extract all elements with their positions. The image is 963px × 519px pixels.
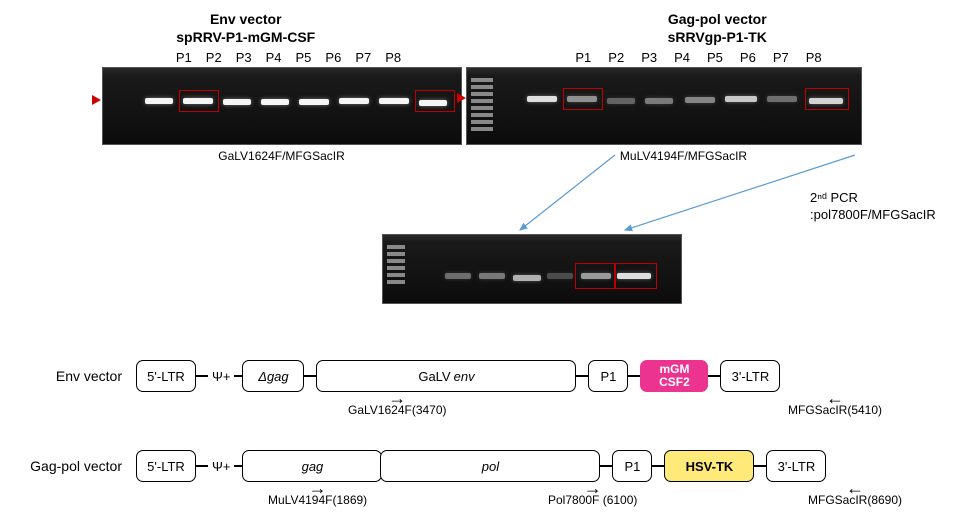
env-lane-labels: P1 P2 P3 P4 P5 P6 P7 P8 bbox=[92, 50, 452, 65]
gel-band bbox=[479, 273, 505, 279]
gel-band bbox=[725, 96, 757, 102]
env-vector-label: Env vector bbox=[8, 368, 128, 384]
seg-hsvtk: HSV-TK bbox=[664, 450, 754, 482]
seg-pol: pol bbox=[380, 450, 600, 482]
gel-band bbox=[767, 96, 797, 102]
gel-band bbox=[513, 275, 541, 281]
highlight-box bbox=[805, 88, 849, 110]
lane-label: P6 bbox=[740, 50, 756, 65]
gagpol-title-l1: Gag-pol vector bbox=[537, 10, 897, 28]
lane-label: P5 bbox=[707, 50, 723, 65]
lane-label: P2 bbox=[608, 50, 624, 65]
gel-band bbox=[339, 98, 369, 104]
lane-label: P8 bbox=[806, 50, 822, 65]
gp-primer-r: ← MFGSacIR(8690) bbox=[808, 484, 902, 507]
seg-3ltr-env: 3'-LTR bbox=[720, 360, 780, 392]
gel-band bbox=[547, 273, 573, 279]
lane-label: P3 bbox=[236, 50, 252, 65]
lane-label: P7 bbox=[773, 50, 789, 65]
lane-label: P1 bbox=[176, 50, 192, 65]
highlight-box bbox=[575, 263, 615, 289]
seg-p1-gp: P1 bbox=[612, 450, 652, 482]
gagpol-title-l2: sRRVgp-P1-TK bbox=[537, 28, 897, 46]
gel-band bbox=[645, 98, 673, 104]
gel-env-primer: GaLV1624F/MFGSacIR bbox=[102, 149, 462, 163]
gel-band bbox=[685, 97, 715, 103]
gel-band bbox=[223, 99, 251, 105]
lane-label: P4 bbox=[674, 50, 690, 65]
second-pcr-l2: :pol7800F/MFGSacIR bbox=[810, 207, 936, 224]
lane-label: P3 bbox=[641, 50, 657, 65]
second-pcr-label: 2ⁿᵈ PCR :pol7800F/MFGSacIR bbox=[810, 190, 936, 224]
gagpol-lane-labels: P1 P2 P3 P4 P5 P6 P7 P8 bbox=[476, 50, 872, 65]
seg-galvenv: GaLV env bbox=[316, 360, 576, 392]
gagpol-vector-track: 5'-LTR Ψ+ gag pol P1 HSV-TK 3'-LTR bbox=[136, 450, 826, 482]
red-triangle-gagpol bbox=[457, 93, 466, 103]
gel-band bbox=[299, 99, 329, 105]
env-primer-f: → GaLV1624F(3470) bbox=[348, 394, 447, 417]
highlight-box bbox=[415, 90, 455, 112]
seg-5ltr-gp: 5'-LTR bbox=[136, 450, 196, 482]
gp-primer-m: → Pol7800F (6100) bbox=[548, 484, 637, 507]
env-title-l2: spRRV-P1-mGM-CSF bbox=[66, 28, 426, 46]
seg-5ltr: 5'-LTR bbox=[136, 360, 196, 392]
gel-band bbox=[379, 98, 409, 104]
env-vector-track: 5'-LTR Ψ+ Δgag GaLV env P1 mGM CSF2 3'-L… bbox=[136, 360, 780, 392]
gp-primer-f: → MuLV4194F(1869) bbox=[268, 484, 367, 507]
gel-band bbox=[607, 98, 635, 104]
highlight-box bbox=[615, 263, 657, 289]
highlight-box bbox=[179, 90, 219, 112]
lane-label: P1 bbox=[575, 50, 591, 65]
seg-dgag: Δgag bbox=[242, 360, 304, 392]
env-title-l1: Env vector bbox=[66, 10, 426, 28]
ladder-mid bbox=[387, 245, 405, 284]
gel-band bbox=[527, 96, 557, 102]
gel-band bbox=[145, 98, 173, 104]
seg-3ltr-gp: 3'-LTR bbox=[766, 450, 826, 482]
second-pcr-l1: 2ⁿᵈ PCR bbox=[810, 190, 936, 207]
gel-env bbox=[102, 67, 462, 145]
lane-label: P5 bbox=[296, 50, 312, 65]
lane-label: P2 bbox=[206, 50, 222, 65]
seg-mgmcsf2: mGM CSF2 bbox=[640, 360, 708, 392]
lane-label: P4 bbox=[266, 50, 282, 65]
gel-mid bbox=[382, 234, 682, 304]
gel-gagpol bbox=[466, 67, 862, 145]
env-primer-r: ← MFGSacIR(5410) bbox=[788, 394, 882, 417]
gagpol-title: Gag-pol vector sRRVgp-P1-TK bbox=[537, 10, 897, 46]
gel-band bbox=[445, 273, 471, 279]
highlight-box bbox=[563, 88, 603, 110]
gagpol-vector-label: Gag-pol vector bbox=[8, 458, 128, 474]
psi-gp: Ψ+ bbox=[212, 459, 230, 474]
env-title: Env vector spRRV-P1-mGM-CSF bbox=[66, 10, 426, 46]
lane-label: P8 bbox=[385, 50, 401, 65]
lane-label: P7 bbox=[355, 50, 371, 65]
psi-env: Ψ+ bbox=[212, 369, 230, 384]
seg-p1-env: P1 bbox=[588, 360, 628, 392]
ladder bbox=[471, 78, 493, 131]
gel-gagpol-primer: MuLV4194F/MFGSacIR bbox=[506, 149, 862, 163]
red-triangle-env bbox=[92, 95, 101, 105]
gel-band bbox=[261, 99, 289, 105]
lane-label: P6 bbox=[325, 50, 341, 65]
